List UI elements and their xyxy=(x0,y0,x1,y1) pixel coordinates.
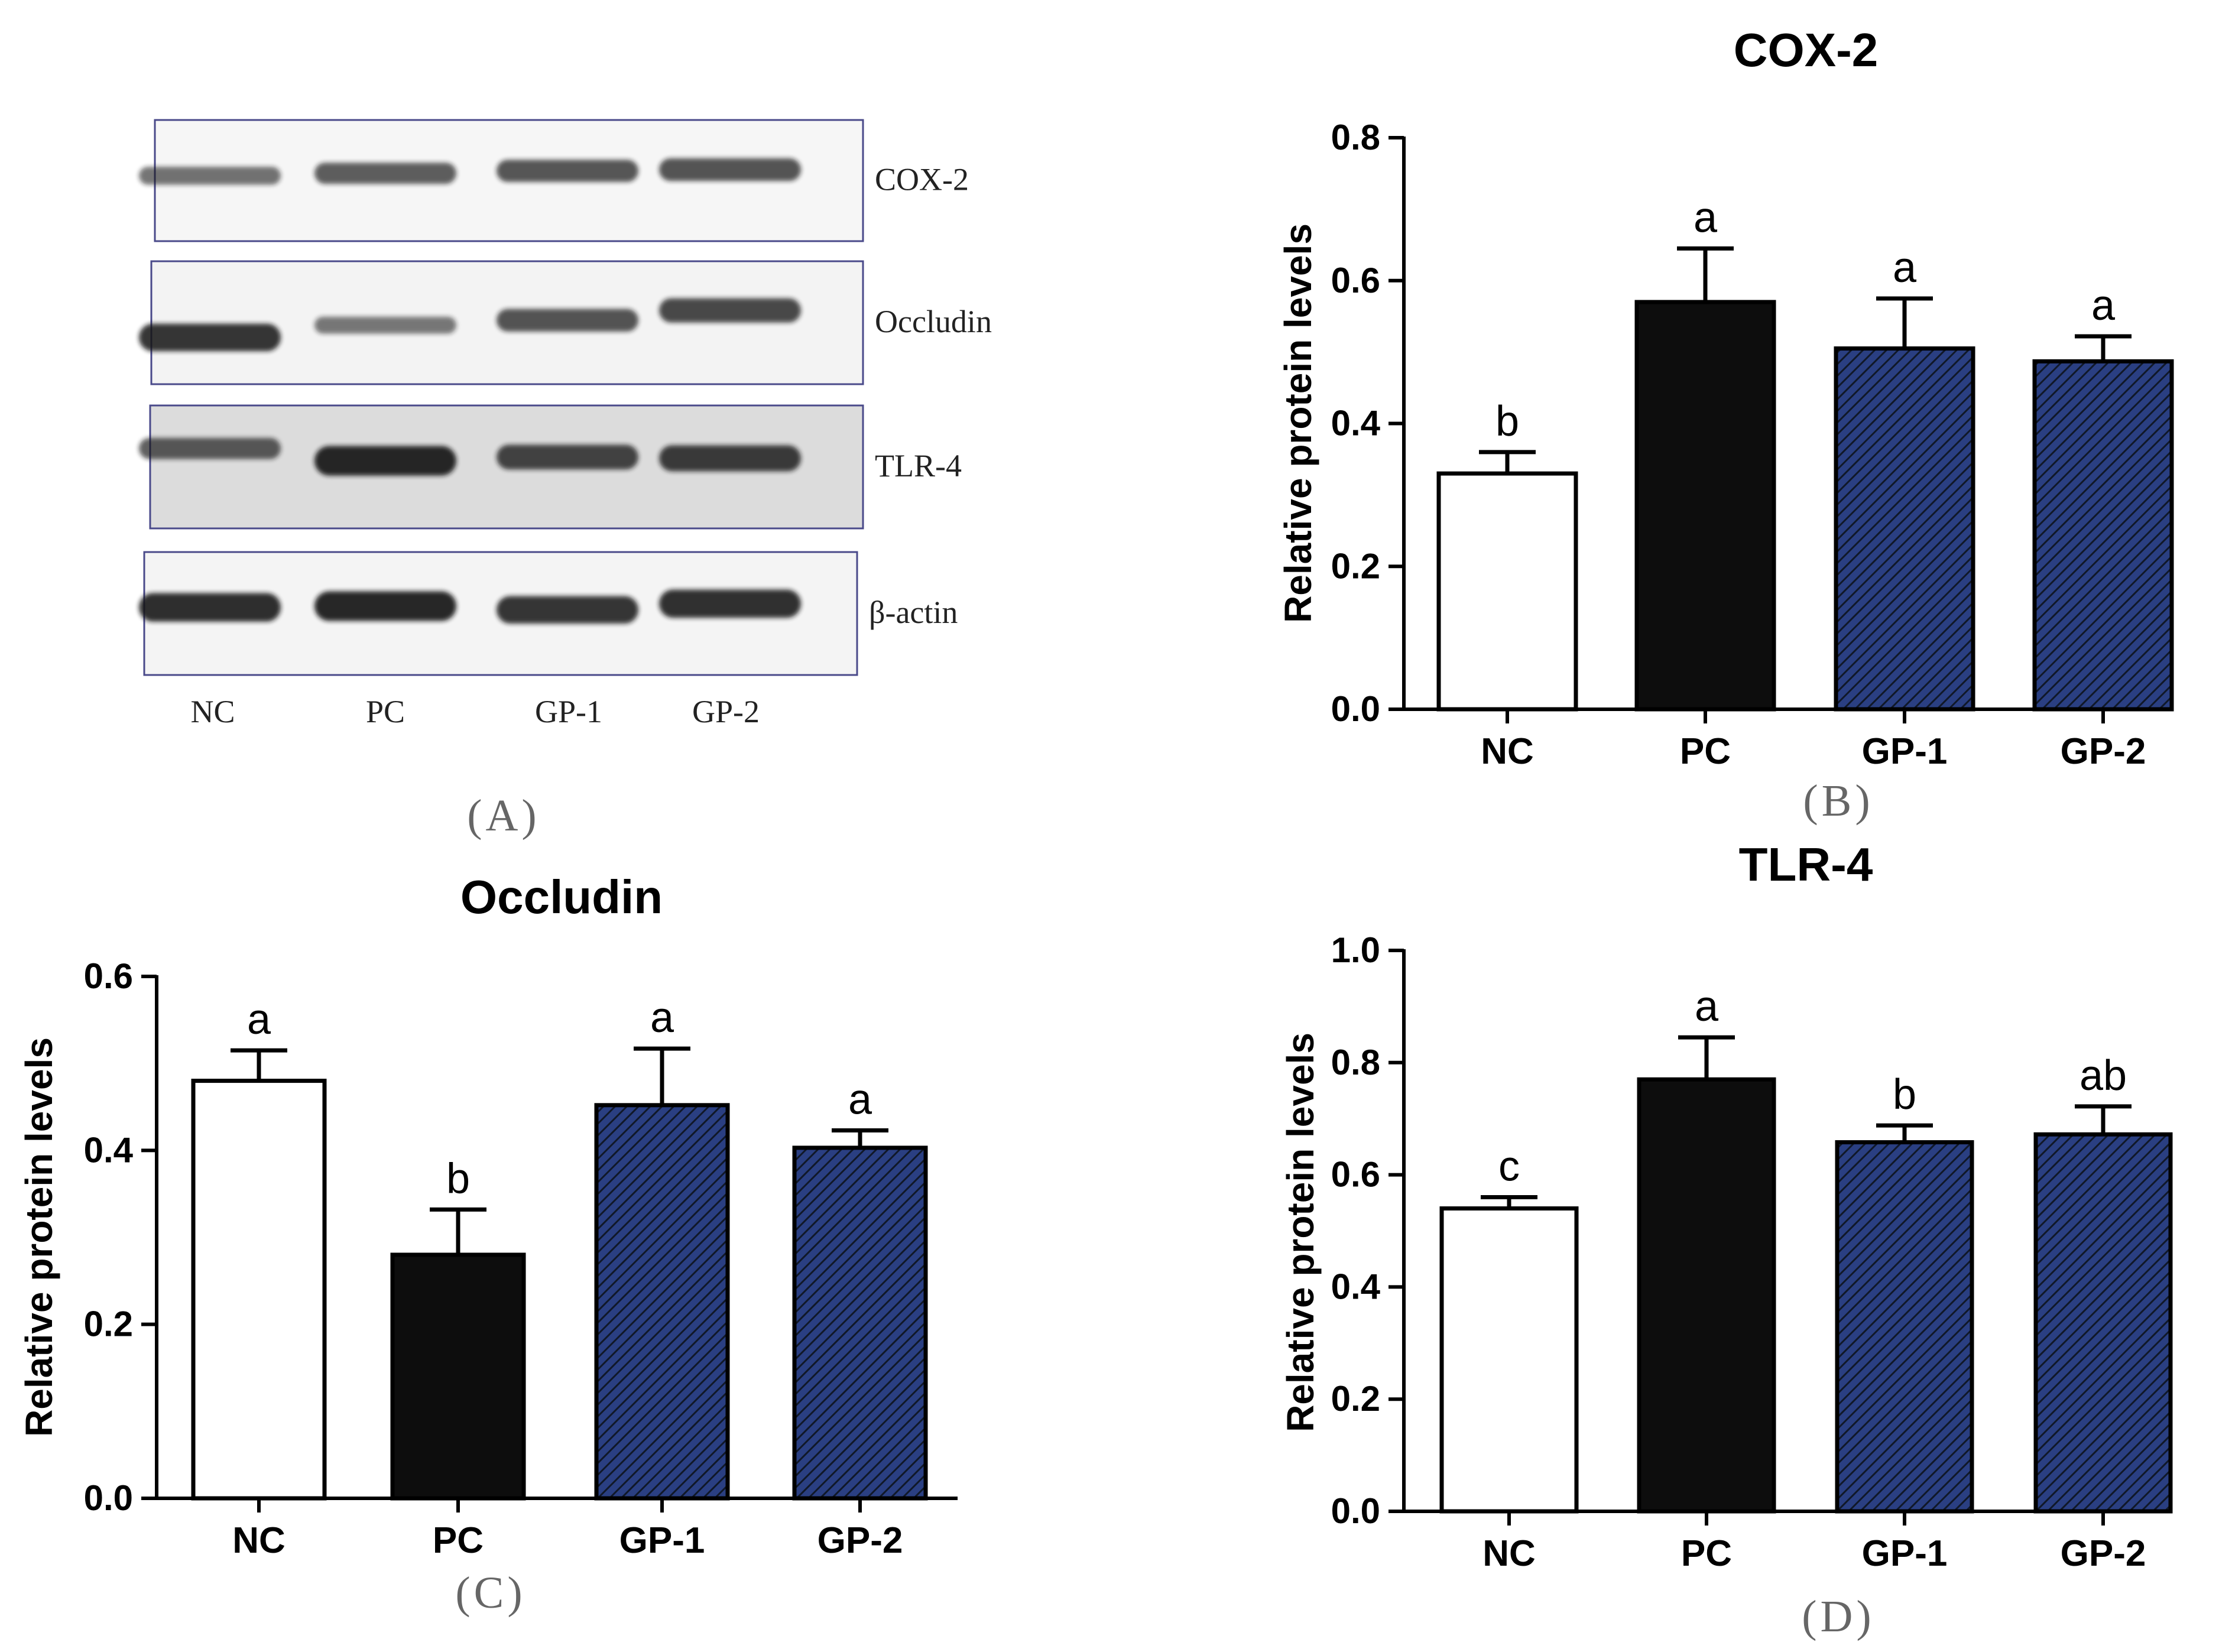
significance-letter-pc: a xyxy=(1695,983,1719,1030)
blot-band-actin-nc xyxy=(139,593,281,622)
y-axis-label: Relative protein levels xyxy=(1277,223,1319,623)
x-tick-label-gp-2: GP-2 xyxy=(2061,1533,2146,1574)
blot-band-cox2-nc xyxy=(139,167,281,185)
x-tick-label-gp-1: GP-1 xyxy=(619,1520,705,1561)
blot-band-tlr4-gp-2 xyxy=(659,445,801,472)
blot-band-actin-pc xyxy=(314,591,456,621)
y-axis-label: Relative protein levels xyxy=(1279,1033,1322,1432)
bar-pc xyxy=(1634,300,1776,712)
significance-letter-gp-1: b xyxy=(1893,1071,1916,1118)
y-tick-label: 0.6 xyxy=(1331,261,1380,300)
blot-band-actin-gp-1 xyxy=(497,596,638,624)
blot-band-occludin-gp-1 xyxy=(497,309,638,332)
x-tick-label-gp-1: GP-1 xyxy=(1862,1533,1948,1574)
y-tick-label: 0.6 xyxy=(84,956,133,996)
y-tick-label: 0.6 xyxy=(1331,1155,1380,1195)
blot-row-label: TLR-4 xyxy=(875,448,962,483)
x-tick-label-gp-2: GP-2 xyxy=(2061,731,2146,772)
bar-nc xyxy=(1436,471,1578,712)
y-tick-label: 0.0 xyxy=(84,1478,133,1518)
blot-lane-label: GP-1 xyxy=(535,694,602,729)
significance-letter-gp-2: ab xyxy=(2079,1052,2127,1099)
y-tick-label: 0.2 xyxy=(1331,546,1380,586)
x-tick-label-nc: NC xyxy=(232,1520,286,1561)
panel-caption-c: (C) xyxy=(455,1568,525,1618)
blot-lane-label: GP-2 xyxy=(692,694,760,729)
x-tick-label-pc: PC xyxy=(433,1520,484,1561)
blot-band-tlr4-gp-1 xyxy=(497,444,638,470)
blot-band-tlr4-nc xyxy=(139,437,281,459)
blot-band-occludin-gp-2 xyxy=(659,298,801,323)
chart-title: Occludin xyxy=(460,871,663,923)
significance-letter-pc: a xyxy=(1694,194,1718,241)
y-tick-label: 0.2 xyxy=(1331,1379,1380,1419)
blot-band-actin-gp-2 xyxy=(659,589,801,618)
significance-letter-nc: c xyxy=(1498,1143,1520,1190)
bar-gp-2 xyxy=(792,1145,928,1501)
blot-band-occludin-nc xyxy=(139,323,281,352)
y-tick-label: 0.0 xyxy=(1331,1491,1380,1531)
significance-letter-gp-2: a xyxy=(848,1076,872,1123)
chart-panel-cox2: COX-2 Relative protein levels 0.0 0.2 0.4 0.6… xyxy=(1277,24,2174,826)
blot-band-occludin-pc xyxy=(314,316,456,334)
blot-band-tlr4-pc xyxy=(314,446,456,476)
bar-gp-2 xyxy=(2033,1132,2173,1514)
x-tick-label-pc: PC xyxy=(1680,731,1731,772)
bar-nc xyxy=(1439,1206,1579,1514)
blot-band-cox2-pc xyxy=(314,163,456,184)
significance-letter-pc: b xyxy=(446,1155,470,1202)
y-axis-label: Relative protein levels xyxy=(18,1037,60,1437)
blot-row-label: COX-2 xyxy=(875,162,969,197)
y-tick-label: 0.4 xyxy=(84,1130,134,1170)
chart-title: COX-2 xyxy=(1734,24,1879,76)
y-tick-label: 0.0 xyxy=(1331,689,1380,729)
y-tick-label: 1.0 xyxy=(1331,930,1380,970)
blot-band-cox2-gp-2 xyxy=(659,158,801,181)
bar-pc xyxy=(390,1252,526,1501)
significance-letter-gp-1: a xyxy=(1893,244,1917,291)
x-tick-label-pc: PC xyxy=(1681,1533,1732,1574)
blot-band-cox2-gp-1 xyxy=(497,160,638,182)
panel-caption-b: (B) xyxy=(1803,776,1873,826)
bar-gp-1 xyxy=(1834,346,1975,712)
bar-gp-2 xyxy=(2032,359,2174,712)
bar-pc xyxy=(1637,1077,1776,1514)
significance-letter-nc: b xyxy=(1495,398,1519,445)
blot-lane-label: NC xyxy=(190,694,235,729)
significance-letter-gp-1: a xyxy=(650,994,674,1041)
y-tick-label: 0.8 xyxy=(1331,118,1380,157)
chart-title: TLR-4 xyxy=(1739,838,1873,891)
bar-nc xyxy=(191,1079,327,1501)
x-tick-label-gp-2: GP-2 xyxy=(817,1520,903,1561)
y-tick-label: 0.4 xyxy=(1331,404,1381,443)
panel-caption-a: (A) xyxy=(467,791,540,840)
blot-row-label: β-actin xyxy=(869,595,958,630)
blot-row-label: Occludin xyxy=(875,304,992,339)
y-tick-label: 0.4 xyxy=(1331,1267,1381,1306)
bar-gp-1 xyxy=(594,1103,730,1501)
blot-panel: COX-2 Occludin TLR-4 β-actin NC PC GP-1 GP-2 (A) xyxy=(139,119,992,840)
chart-panel-tlr4: TLR-4 Relative protein levels 0.0 0.2 0.4 0.6… xyxy=(1279,838,2173,1641)
panel-caption-d: (D) xyxy=(1802,1592,1875,1641)
x-tick-label-gp-1: GP-1 xyxy=(1862,731,1948,772)
significance-letter-gp-2: a xyxy=(2091,282,2116,329)
chart-panel-occludin: Occludin Relative protein levels 0.0 0.2 0.4… xyxy=(18,871,958,1618)
bar-gp-1 xyxy=(1835,1140,1974,1514)
y-tick-label: 0.8 xyxy=(1331,1043,1380,1082)
x-tick-label-nc: NC xyxy=(1482,1533,1536,1574)
significance-letter-nc: a xyxy=(247,996,271,1043)
blot-lane-label: PC xyxy=(366,694,405,729)
x-tick-label-nc: NC xyxy=(1481,731,1534,772)
y-tick-label: 0.2 xyxy=(84,1304,133,1344)
